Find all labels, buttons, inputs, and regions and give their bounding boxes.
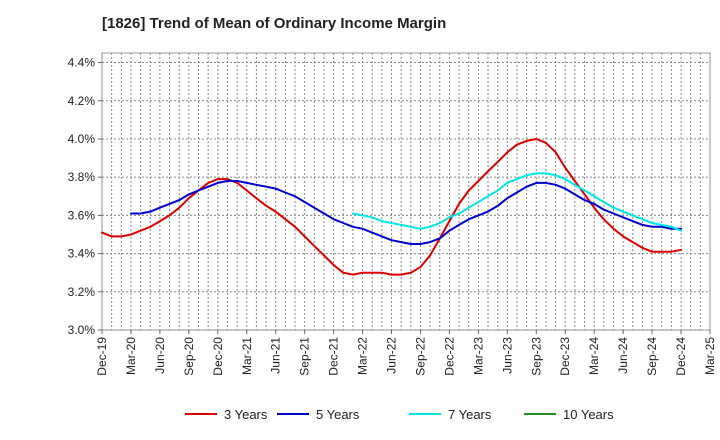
legend: 3 Years 5 Years 7 Years 10 Years xyxy=(185,407,614,422)
x-tick-label: Jun-22 xyxy=(385,337,399,374)
y-tick-label: 3.2% xyxy=(68,285,96,299)
legend-label: 3 Years xyxy=(224,407,268,422)
y-tick-label: 3.0% xyxy=(68,323,96,337)
plot-area xyxy=(101,52,711,331)
x-tick-label: Sep-22 xyxy=(413,337,427,376)
x-tick-label: Dec-22 xyxy=(442,337,456,376)
x-tick-label: Sep-23 xyxy=(529,337,543,376)
y-axis-ticks: 3.0% 3.2% 3.4% 3.6% 3.8% 4.0% 4.2% 4.4% xyxy=(68,56,102,337)
x-tick-label: Sep-24 xyxy=(645,337,659,376)
grid-lines xyxy=(101,53,711,331)
x-tick-label: Jun-20 xyxy=(153,337,167,374)
x-tick-label: Jun-21 xyxy=(269,337,283,374)
y-tick-label: 4.0% xyxy=(68,132,96,146)
x-tick-label: Mar-25 xyxy=(703,337,717,375)
series-line-7-years xyxy=(352,172,682,232)
y-tick-label: 3.8% xyxy=(68,170,96,184)
x-tick-label: Jun-23 xyxy=(500,337,514,374)
y-tick-label: 4.2% xyxy=(68,94,96,108)
y-tick-label: 4.4% xyxy=(68,56,96,70)
x-tick-label: Dec-21 xyxy=(327,337,341,376)
x-tick-label: Mar-24 xyxy=(587,337,601,375)
y-tick-label: 3.4% xyxy=(68,247,96,261)
x-tick-label: Mar-21 xyxy=(240,337,254,375)
series-lines xyxy=(101,138,682,276)
chart-title: [1826] Trend of Mean of Ordinary Income … xyxy=(102,15,447,32)
x-tick-label: Dec-19 xyxy=(95,337,109,376)
x-tick-label: Dec-24 xyxy=(674,337,688,376)
legend-label: 10 Years xyxy=(563,407,614,422)
x-tick-label: Mar-22 xyxy=(356,337,370,375)
x-tick-label: Jun-24 xyxy=(616,337,630,374)
x-tick-label: Mar-20 xyxy=(124,337,138,375)
legend-label: 5 Years xyxy=(316,407,360,422)
x-tick-label: Sep-20 xyxy=(182,337,196,376)
x-tick-label: Mar-23 xyxy=(471,337,485,375)
x-tick-label: Dec-23 xyxy=(558,337,572,376)
legend-label: 7 Years xyxy=(448,407,492,422)
y-tick-label: 3.6% xyxy=(68,208,96,222)
series-line-5-years xyxy=(130,180,682,245)
x-axis-ticks: Dec-19 Mar-20 Jun-20 Sep-20 Dec-20 Mar-21 Jun-… xyxy=(95,330,717,376)
x-tick-label: Sep-21 xyxy=(298,337,312,376)
x-tick-label: Dec-20 xyxy=(211,337,225,376)
